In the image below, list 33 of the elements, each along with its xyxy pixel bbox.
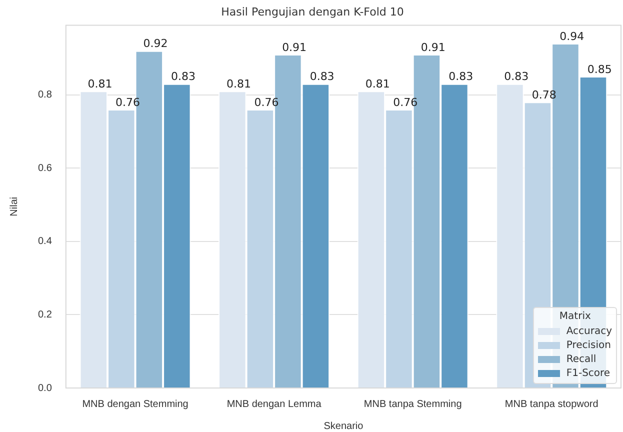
data-label: 0.92 <box>143 37 168 50</box>
x-tick-label: MNB tanpa stopword <box>504 398 598 410</box>
data-label: 0.76 <box>254 96 279 109</box>
x-tick-label: MNB dengan Stemming <box>82 398 188 410</box>
y-tick-label: 0.8 <box>38 90 52 101</box>
chart-title: Hasil Pengujian dengan K-Fold 10 <box>221 5 404 18</box>
legend-label: Precision <box>566 340 611 350</box>
legend-label: F1-Score <box>566 368 610 378</box>
data-label: 0.81 <box>226 78 252 91</box>
data-label: 0.76 <box>116 96 140 109</box>
data-label: 0.81 <box>365 78 390 91</box>
x-tick-label: MNB tanpa Stemming <box>364 398 462 410</box>
data-label: 0.94 <box>560 30 584 43</box>
data-label: 0.83 <box>171 70 196 84</box>
y-tick-label: 0.4 <box>38 236 52 248</box>
data-label: 0.83 <box>504 70 529 84</box>
y-tick-label: 0.0 <box>38 382 52 394</box>
x-tick-label: MNB dengan Lemma <box>226 398 322 410</box>
data-label: 0.76 <box>393 96 418 109</box>
y-tick-label: 0.6 <box>38 162 52 174</box>
legend-title: Matrix <box>558 311 592 322</box>
data-label: 0.81 <box>88 78 112 91</box>
data-label: 0.91 <box>420 40 446 54</box>
legend-label: Recall <box>566 354 596 364</box>
data-label: 0.85 <box>587 62 612 76</box>
legend-label: Accuracy <box>566 326 612 336</box>
data-label: 0.91 <box>282 40 307 54</box>
data-label: 0.83 <box>310 70 334 84</box>
y-tick-label: 0.2 <box>38 309 52 320</box>
data-label: 0.78 <box>532 88 556 102</box>
x-axis-title: Skenario <box>324 420 364 432</box>
data-label: 0.83 <box>448 70 474 84</box>
y-axis-title: Nilai <box>8 196 20 216</box>
